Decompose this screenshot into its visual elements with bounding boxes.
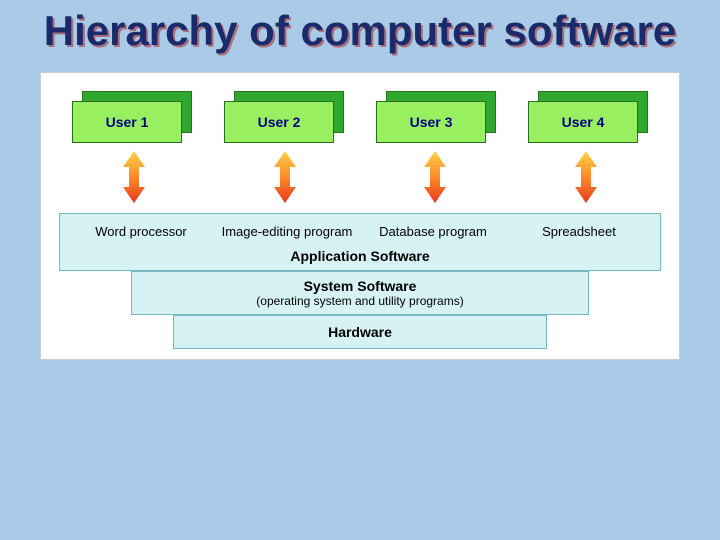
user-label: User 3	[376, 101, 486, 143]
hierarchy-diagram: User 1 User 2 User 3 User 4	[40, 72, 680, 360]
application-layer-title: Application Software	[68, 248, 652, 264]
app-label: Image-editing program	[217, 224, 357, 240]
user-box-1: User 1	[72, 91, 192, 143]
application-software-layer: Word processor Image-editing program Dat…	[59, 213, 661, 271]
app-label: Database program	[363, 224, 503, 240]
bidirectional-arrow-icon	[420, 151, 450, 203]
user-label: User 4	[528, 101, 638, 143]
hardware-layer: Hardware	[173, 315, 546, 349]
applications-row: Word processor Image-editing program Dat…	[68, 224, 652, 240]
hardware-layer-title: Hardware	[328, 324, 392, 340]
user-box-4: User 4	[528, 91, 648, 143]
user-label: User 1	[72, 101, 182, 143]
user-box-3: User 3	[376, 91, 496, 143]
user-box-2: User 2	[224, 91, 344, 143]
system-layer-title: System Software	[140, 278, 580, 294]
bidirectional-arrow-icon	[571, 151, 601, 203]
users-row: User 1 User 2 User 3 User 4	[59, 91, 661, 143]
slide: Hierarchy of computer software User 1 Us…	[0, 0, 720, 540]
bidirectional-arrow-icon	[119, 151, 149, 203]
system-layer-subtitle: (operating system and utility programs)	[140, 294, 580, 308]
bidirectional-arrow-icon	[270, 151, 300, 203]
app-label: Word processor	[71, 224, 211, 240]
arrows-row	[59, 151, 661, 203]
slide-title: Hierarchy of computer software	[24, 8, 696, 54]
app-label: Spreadsheet	[509, 224, 649, 240]
system-software-layer: System Software (operating system and ut…	[131, 271, 589, 315]
user-label: User 2	[224, 101, 334, 143]
